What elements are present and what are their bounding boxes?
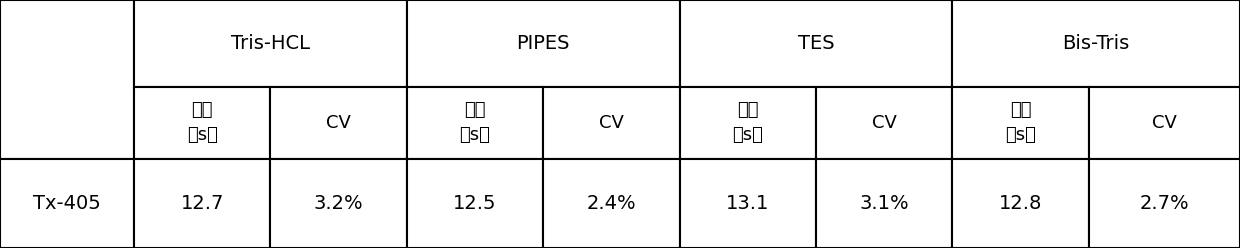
Bar [680,87,816,159]
Text: 12.5: 12.5 [453,194,497,213]
Bar [543,87,680,159]
Text: 2.7%: 2.7% [1140,194,1189,213]
Bar [0,159,134,248]
Text: 3.1%: 3.1% [859,194,909,213]
Bar [134,0,407,87]
Bar [680,0,952,87]
Bar [952,87,1089,159]
Bar [134,87,270,159]
Bar [270,87,407,159]
Text: 3.2%: 3.2% [314,194,363,213]
Text: CV: CV [599,114,624,132]
Bar [1089,159,1240,248]
Bar [1089,87,1240,159]
Text: 时间
（s）: 时间 （s） [1006,101,1035,144]
Bar [134,159,270,248]
Text: PIPES: PIPES [516,34,570,53]
Text: 12.8: 12.8 [999,194,1042,213]
Bar [952,159,1089,248]
Bar [816,159,952,248]
Text: Bis-Tris: Bis-Tris [1063,34,1130,53]
Bar [816,87,952,159]
Bar [0,0,134,159]
Text: Tx-405: Tx-405 [33,194,100,213]
Text: 12.7: 12.7 [181,194,223,213]
Text: CV: CV [872,114,897,132]
Bar [952,0,1240,87]
Text: 13.1: 13.1 [727,194,769,213]
Text: TES: TES [797,34,835,53]
Text: Tris-HCL: Tris-HCL [231,34,310,53]
Bar [407,87,543,159]
Bar [407,0,680,87]
Bar [680,159,816,248]
Bar [270,159,407,248]
Text: 时间
（s）: 时间 （s） [460,101,490,144]
Text: CV: CV [326,114,351,132]
Text: 时间
（s）: 时间 （s） [733,101,763,144]
Text: CV: CV [1152,114,1177,132]
Text: 2.4%: 2.4% [587,194,636,213]
Text: 时间
（s）: 时间 （s） [187,101,217,144]
Bar [407,159,543,248]
Bar [543,159,680,248]
